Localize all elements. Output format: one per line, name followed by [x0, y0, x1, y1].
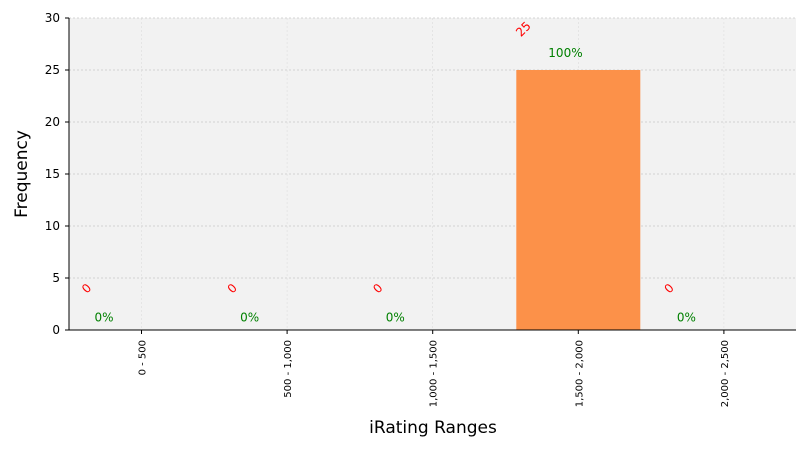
- x-ticks-layer: 0 - 500 500 - 1,000 1,000 - 1,500 1,500 - 2…: [138, 330, 731, 407]
- y-axis-title: Frequency: [12, 130, 32, 218]
- y-ticks-layer: 0 5 10 15 20 25 30: [45, 11, 69, 337]
- x-axis-title: iRating Ranges: [369, 418, 497, 438]
- percent-label: 0%: [95, 311, 114, 325]
- y-tick-label: 10: [45, 219, 60, 233]
- x-tick-label: 500 - 1,000: [283, 340, 294, 398]
- y-tick-label: 0: [52, 323, 60, 337]
- percent-label: 0%: [677, 311, 696, 325]
- bars-layer: [516, 70, 641, 330]
- percent-label: 0%: [386, 311, 405, 325]
- percent-label: 100%: [548, 46, 582, 60]
- x-tick-label: 0 - 500: [138, 340, 149, 375]
- y-tick-label: 15: [45, 167, 60, 181]
- bar: [516, 70, 641, 330]
- y-tick-label: 30: [45, 11, 60, 25]
- y-tick-label: 20: [45, 115, 60, 129]
- y-tick-label: 25: [45, 63, 60, 77]
- x-tick-label: 1,000 - 1,500: [429, 340, 440, 407]
- percent-label: 0%: [240, 311, 259, 325]
- x-tick-label: 1,500 - 2,000: [574, 340, 585, 407]
- x-tick-label: 2,000 - 2,500: [720, 340, 731, 407]
- y-tick-label: 5: [52, 271, 60, 285]
